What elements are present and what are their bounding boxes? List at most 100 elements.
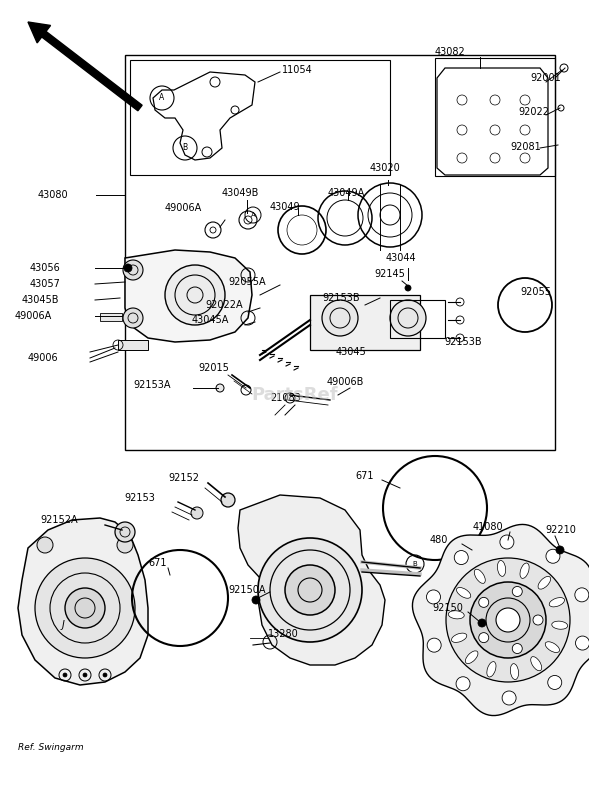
Text: 43082: 43082 xyxy=(435,47,466,57)
Circle shape xyxy=(500,535,514,549)
Circle shape xyxy=(117,537,133,553)
Bar xyxy=(310,295,420,350)
Text: Ref. Swingarm: Ref. Swingarm xyxy=(18,744,84,753)
Text: 92055A: 92055A xyxy=(228,277,266,287)
Circle shape xyxy=(427,638,441,652)
Circle shape xyxy=(479,598,489,607)
Text: 92153B: 92153B xyxy=(444,337,482,347)
Ellipse shape xyxy=(498,560,505,576)
Circle shape xyxy=(512,586,522,597)
Text: 49006B: 49006B xyxy=(327,377,365,387)
Text: 43045: 43045 xyxy=(336,347,367,357)
Text: 43056: 43056 xyxy=(30,263,61,273)
Text: 43044: 43044 xyxy=(386,253,416,263)
Circle shape xyxy=(65,588,105,628)
Ellipse shape xyxy=(487,662,496,677)
Circle shape xyxy=(470,582,546,658)
Text: 92210: 92210 xyxy=(545,525,576,535)
Text: PartsRef: PartsRef xyxy=(252,386,338,404)
Circle shape xyxy=(556,546,564,554)
Ellipse shape xyxy=(448,610,464,619)
Circle shape xyxy=(575,588,589,602)
FancyArrow shape xyxy=(28,22,142,111)
Text: A: A xyxy=(160,93,164,102)
Text: 43057: 43057 xyxy=(30,279,61,289)
Ellipse shape xyxy=(474,569,485,583)
Text: 92153B: 92153B xyxy=(322,293,360,303)
Text: B: B xyxy=(183,144,187,153)
Ellipse shape xyxy=(538,576,551,589)
Text: 11054: 11054 xyxy=(282,65,313,75)
Text: 43045A: 43045A xyxy=(192,315,229,325)
Circle shape xyxy=(454,551,468,565)
Ellipse shape xyxy=(456,587,471,598)
Text: 671: 671 xyxy=(355,471,373,481)
Text: 49006A: 49006A xyxy=(165,203,202,213)
Text: 49006: 49006 xyxy=(28,353,59,363)
Text: 92153A: 92153A xyxy=(133,380,170,390)
Circle shape xyxy=(546,549,560,563)
Bar xyxy=(390,300,445,338)
Text: 92015: 92015 xyxy=(198,363,229,373)
Circle shape xyxy=(221,493,235,507)
Text: 41080: 41080 xyxy=(473,522,504,532)
Text: 21083: 21083 xyxy=(270,393,301,403)
Text: J: J xyxy=(62,620,65,630)
Text: 480: 480 xyxy=(430,535,448,545)
Ellipse shape xyxy=(452,633,466,642)
Circle shape xyxy=(548,675,562,690)
Text: 671: 671 xyxy=(148,558,167,568)
Circle shape xyxy=(456,677,470,691)
Text: 43049A: 43049A xyxy=(328,188,365,198)
Text: 43045B: 43045B xyxy=(22,295,59,305)
Text: 92081: 92081 xyxy=(510,142,541,152)
Circle shape xyxy=(512,643,522,654)
Circle shape xyxy=(426,590,441,604)
Circle shape xyxy=(165,265,225,325)
Bar xyxy=(435,58,555,176)
Text: 43049: 43049 xyxy=(270,202,300,212)
Text: 92055: 92055 xyxy=(520,287,551,297)
Circle shape xyxy=(124,264,132,272)
Text: 92145: 92145 xyxy=(374,269,405,279)
Circle shape xyxy=(63,673,67,677)
Circle shape xyxy=(285,565,335,615)
Text: 43020: 43020 xyxy=(370,163,401,173)
Ellipse shape xyxy=(545,642,560,653)
Text: 92150: 92150 xyxy=(432,603,463,613)
Circle shape xyxy=(103,673,107,677)
Circle shape xyxy=(496,608,520,632)
Bar xyxy=(100,313,122,321)
Ellipse shape xyxy=(510,664,518,680)
Polygon shape xyxy=(18,518,148,685)
Ellipse shape xyxy=(552,621,568,630)
Circle shape xyxy=(478,619,486,627)
Bar xyxy=(130,60,390,175)
Text: 13280: 13280 xyxy=(268,629,299,639)
Text: 92022: 92022 xyxy=(518,107,549,117)
Text: A: A xyxy=(251,212,256,218)
Text: 92150A: 92150A xyxy=(228,585,266,595)
Text: 92022A: 92022A xyxy=(205,300,243,310)
Circle shape xyxy=(252,596,260,604)
Ellipse shape xyxy=(465,651,478,664)
Ellipse shape xyxy=(549,598,564,607)
Circle shape xyxy=(216,384,224,392)
Text: 43049B: 43049B xyxy=(222,188,259,198)
Bar xyxy=(125,55,555,450)
Text: B: B xyxy=(413,561,418,567)
Circle shape xyxy=(479,633,489,642)
Circle shape xyxy=(123,308,143,328)
Polygon shape xyxy=(238,495,385,665)
Circle shape xyxy=(575,636,589,650)
Bar xyxy=(118,340,148,350)
Circle shape xyxy=(446,558,570,682)
Ellipse shape xyxy=(531,657,542,670)
Text: 92001: 92001 xyxy=(530,73,561,83)
Circle shape xyxy=(83,673,87,677)
Circle shape xyxy=(322,300,358,336)
Circle shape xyxy=(502,691,516,705)
Circle shape xyxy=(191,507,203,519)
Circle shape xyxy=(123,260,143,280)
Circle shape xyxy=(390,300,426,336)
